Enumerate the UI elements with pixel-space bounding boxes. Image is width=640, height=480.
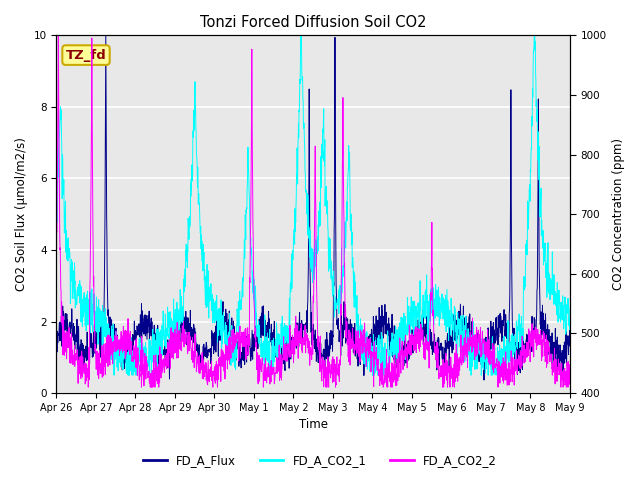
Text: TZ_fd: TZ_fd (66, 48, 106, 61)
Y-axis label: CO2 Concentration (ppm): CO2 Concentration (ppm) (612, 138, 625, 290)
Title: Tonzi Forced Diffusion Soil CO2: Tonzi Forced Diffusion Soil CO2 (200, 15, 426, 30)
Legend: FD_A_Flux, FD_A_CO2_1, FD_A_CO2_2: FD_A_Flux, FD_A_CO2_1, FD_A_CO2_2 (138, 449, 502, 472)
X-axis label: Time: Time (299, 419, 328, 432)
Y-axis label: CO2 Soil Flux (μmol/m2/s): CO2 Soil Flux (μmol/m2/s) (15, 137, 28, 291)
